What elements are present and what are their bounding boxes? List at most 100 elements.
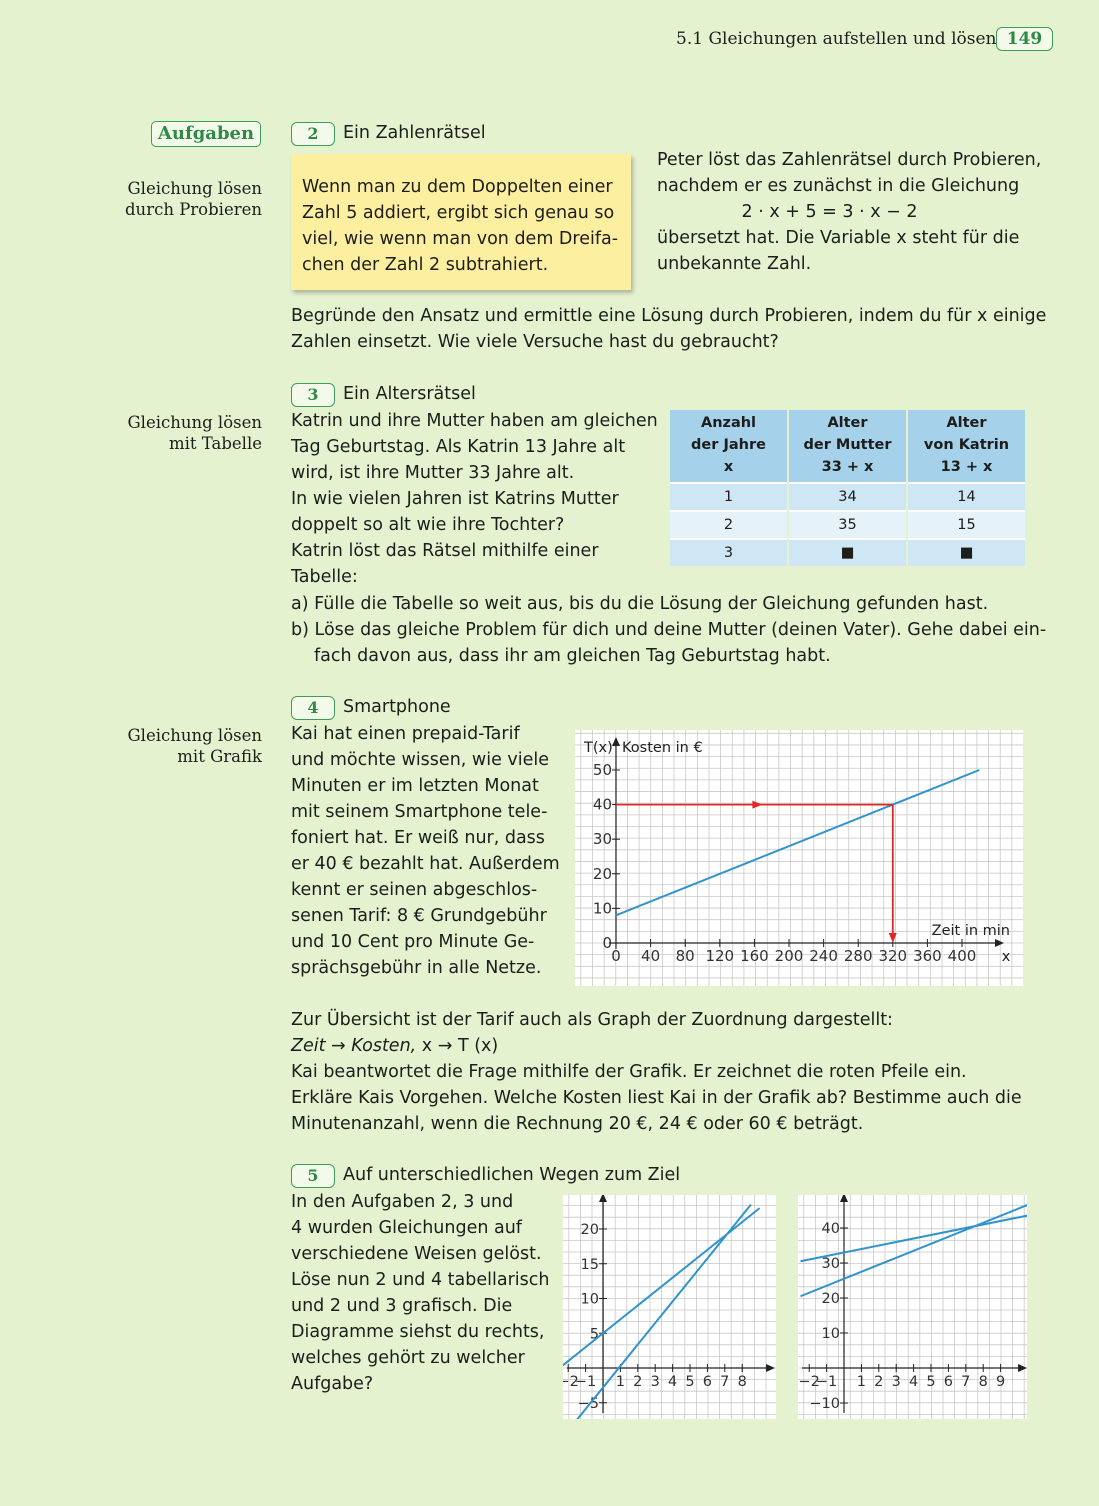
aufgaben-label: Aufgaben: [151, 121, 261, 147]
x-axis-label: Zeit in min: [932, 923, 1010, 939]
y-tick-label: 5: [590, 1326, 599, 1342]
task-number-3: 3: [291, 383, 335, 407]
y-tick-label: 50: [593, 761, 612, 779]
x-tick-label: 8: [738, 1374, 747, 1390]
table-row: 3 ■ ■: [670, 538, 1025, 566]
y-tick-label: 10: [581, 1292, 599, 1308]
x-axis-arrow: [995, 939, 1004, 947]
x-tick-label: 40: [641, 947, 660, 965]
task3-subtasks: a) Fülle die Tabelle so weit aus, bis du…: [291, 591, 1051, 669]
x-tick-label: 1: [857, 1374, 866, 1390]
x-tick-label: 3: [651, 1374, 660, 1390]
x-tick-label: −2: [563, 1374, 579, 1390]
y-tick-label: 20: [581, 1222, 599, 1238]
x-axis-arrow: [766, 1364, 775, 1372]
diagram-right: −2 −1 1 2 3 4 5 6 7 8 9 −10 10 20 30 40: [798, 1193, 1033, 1423]
task-title-4: Smartphone: [343, 697, 451, 717]
chart-background: [563, 1195, 776, 1419]
x-axis-letter: x: [1002, 949, 1011, 965]
chart-background: [798, 1195, 1027, 1419]
x-tick-label: 2: [633, 1374, 642, 1390]
y-tick-label: 30: [593, 830, 612, 848]
table-row: 1 34 14: [670, 482, 1025, 510]
x-tick-label: 240: [809, 947, 838, 965]
x-tick-label: 280: [844, 947, 873, 965]
x-tick-label: 6: [703, 1374, 712, 1390]
x-axis-arrow: [1018, 1364, 1027, 1372]
cost-chart: 0 40 80 120 160 200 240 280 320 360 400 0 10 20 30 40 50…: [575, 730, 1023, 990]
y-tick-label: 20: [822, 1291, 840, 1307]
x-tick-label: 8: [979, 1374, 988, 1390]
x-tick-label: 9: [996, 1374, 1005, 1390]
x-tick-label: 320: [878, 947, 907, 965]
task-number-5: 5: [291, 1164, 335, 1188]
y-tick-label: 20: [593, 865, 612, 883]
equation: 2 · x + 5 = 3 · x − 2: [741, 202, 918, 222]
task5-text: In den Aufgaben 2, 3 und 4 wurden Gleich…: [291, 1192, 550, 1394]
x-tick-label: −1: [575, 1374, 596, 1390]
page-number: 149: [996, 27, 1053, 51]
task-number-4: 4: [291, 696, 335, 720]
series-line: [615, 769, 980, 917]
y-tick-label: 15: [581, 1257, 599, 1273]
red-arrow-head: [888, 933, 897, 943]
side-label-task4: Gleichung lösen mit Grafik: [127, 726, 263, 766]
x-tick-label: 360: [913, 947, 942, 965]
x-tick-label: −2: [799, 1374, 820, 1390]
y-tick-label: 40: [593, 796, 612, 814]
x-tick-label: 3: [892, 1374, 901, 1390]
table-header: Alter von Katrin 13 + x: [908, 410, 1025, 482]
y-axis-arrow: [840, 1193, 848, 1202]
list-item: a) Fülle die Tabelle so weit aus, bis du…: [291, 594, 989, 614]
age-table: Anzahl der Jahre x Alter der Mutter 33 + x A…: [668, 410, 1027, 566]
table-header: Alter der Mutter 33 + x: [789, 410, 906, 482]
task3-text: Katrin und ihre Mutter haben am gleichen…: [291, 411, 658, 587]
x-tick-label: 5: [926, 1374, 935, 1390]
series-line: [800, 1213, 1033, 1263]
y-axis-label: T(x): [583, 740, 613, 756]
x-tick-label: 2: [874, 1374, 883, 1390]
cost-chart-svg: 0 40 80 120 160 200 240 280 320 360 400 0 10 20 30 40 50…: [575, 730, 1023, 986]
y-tick-label: 10: [822, 1326, 840, 1342]
list-item: b) Löse das gleiche Problem für dich und…: [291, 620, 1047, 640]
x-tick-label: 0: [611, 947, 621, 965]
x-tick-label: 5: [685, 1374, 694, 1390]
diagram-right-svg: −2−1 1 2 3 4 5 6 7 8 9 −10 10 20 30 40: [798, 1193, 1033, 1419]
task4-text: Kai hat einen prepaid-Tarif und möchte w…: [291, 724, 560, 978]
x-tick-label: 7: [961, 1374, 970, 1390]
x-tick-label: 4: [909, 1374, 918, 1390]
riddle-box: Wenn man zu dem Doppelten einer Zahl 5 a…: [291, 154, 631, 290]
y-tick-label: 40: [822, 1221, 840, 1237]
y-axis-label: Kosten in €: [622, 740, 703, 756]
task-title-3: Ein Altersrätsel: [343, 384, 476, 404]
y-axis-arrow: [599, 1193, 607, 1202]
task-title-5: Auf unterschiedlichen Wegen zum Ziel: [343, 1165, 681, 1185]
y-tick-label: 0: [602, 934, 612, 952]
task-title-2: Ein Zahlenrätsel: [343, 123, 486, 143]
table-header: Anzahl der Jahre x: [670, 410, 787, 482]
x-tick-label: 4: [668, 1374, 677, 1390]
y-axis-arrow: [612, 737, 620, 746]
red-arrow-head: [752, 800, 763, 809]
side-label-task2: Gleichung lösen durch Probieren: [125, 179, 262, 219]
y-tick-label: 10: [593, 899, 612, 917]
series-line: [567, 1204, 752, 1432]
task-number-2: 2: [291, 122, 335, 146]
y-tick-label: −10: [809, 1396, 840, 1412]
table-row: 2 35 15: [670, 510, 1025, 538]
x-tick-label: 80: [676, 947, 695, 965]
x-tick-label: −1: [816, 1374, 837, 1390]
x-tick-label: 7: [720, 1374, 729, 1390]
task4-after-text: Zur Übersicht ist der Tarif auch als Gra…: [291, 1007, 1051, 1137]
side-label-task3: Gleichung lösen mit Tabelle: [127, 413, 263, 453]
task2-right-text: Peter löst das Zahlenrätsel durch Probie…: [657, 150, 1042, 274]
mapping-line: Zeit → Kosten, x → T (x): [291, 1036, 499, 1056]
x-tick-label: 120: [705, 947, 734, 965]
diagram-left: −2 −1 1 2 3 4 5 6 7 8 −5 5 10 15 20: [550, 1193, 776, 1432]
x-tick-label: 200: [775, 947, 804, 965]
y-tick-label: 30: [822, 1256, 840, 1272]
series-line: [800, 1202, 1033, 1298]
x-tick-label: 160: [740, 947, 769, 965]
running-header: 5.1 Gleichungen aufstellen und lösen: [676, 29, 997, 49]
